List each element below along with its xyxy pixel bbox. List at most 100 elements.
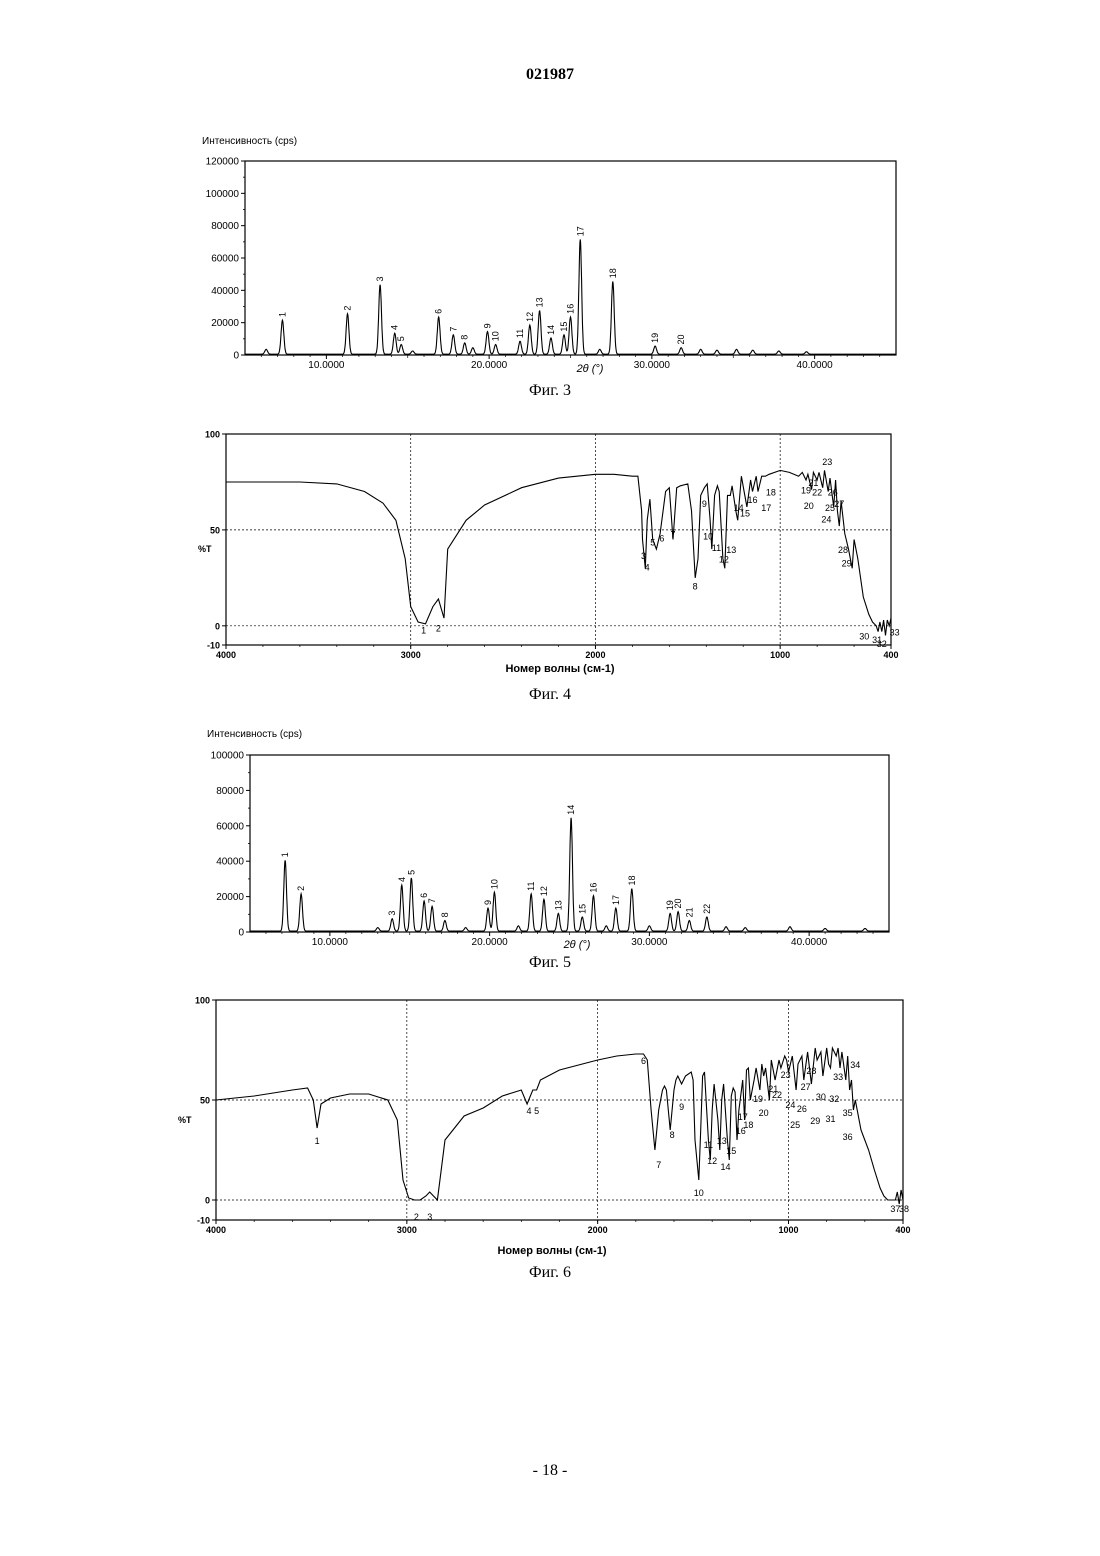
peak-label: 15	[726, 1146, 736, 1156]
peak-label: 17	[761, 503, 771, 513]
peak-label: 4	[390, 325, 400, 330]
x-tick-label: 400	[883, 650, 898, 660]
peak-label: 3	[375, 276, 385, 281]
peak-label: 28	[838, 545, 848, 555]
x-tick-label: 1000	[778, 1225, 798, 1235]
y-tick-label: 0	[215, 621, 220, 631]
peak-label: 1	[277, 312, 287, 317]
figure-3-x-axis-label: 2θ (°)	[576, 363, 604, 375]
y-tick-label: 20000	[216, 892, 244, 903]
x-tick-label: 40.0000	[791, 937, 828, 948]
peak-label: 4	[397, 877, 407, 882]
peak-label: 27	[801, 1082, 811, 1092]
peak-label: 6	[659, 534, 664, 544]
peak-label: 14	[566, 805, 576, 815]
peak-label: 3	[641, 551, 646, 561]
peak-label: 9	[702, 499, 707, 509]
peak-label: 16	[747, 495, 757, 505]
y-tick-label: 40000	[211, 286, 239, 297]
peak-label: 18	[743, 1120, 753, 1130]
peak-label: 10	[491, 331, 501, 341]
peak-label: 33	[890, 628, 900, 638]
peak-label: 9	[679, 1102, 684, 1112]
x-tick-label: 2000	[585, 650, 605, 660]
y-tick-label: 50	[200, 1096, 210, 1106]
peak-label: 23	[781, 1070, 791, 1080]
peak-label: 11	[712, 543, 721, 553]
peak-label: 22	[812, 488, 822, 498]
figure-5: 02000040000600008000010000010.000020.000…	[0, 722, 1100, 982]
x-tick-label: 1000	[770, 650, 790, 660]
x-tick-label: 30.0000	[631, 937, 668, 948]
peak-label: 20	[673, 899, 683, 909]
peak-label: 24	[785, 1100, 795, 1110]
peak-label: 30	[816, 1092, 826, 1102]
peak-label: 31	[825, 1114, 835, 1124]
peak-label: 26	[828, 488, 838, 498]
x-tick-label: 10.0000	[312, 937, 349, 948]
figure-4-caption: Фиг. 4	[0, 686, 1100, 704]
figure-6-x-axis-label: Номер волны (см-1)	[497, 1245, 606, 1257]
y-tick-label: 0	[205, 1196, 210, 1206]
peak-label: 12	[719, 555, 729, 565]
x-tick-label: 4000	[216, 650, 236, 660]
figure-3-caption: Фиг. 3	[0, 382, 1100, 400]
peak-label: 19	[753, 1094, 763, 1104]
x-tick-label: 20.0000	[471, 360, 508, 371]
peak-label: 5	[650, 537, 655, 547]
figure-3-xrd-chart: 02000040000600008000010000012000010.0000…	[0, 128, 1100, 378]
figure-4: -100501004000300020001000400123456789101…	[0, 426, 1100, 711]
peak-label: 18	[627, 876, 637, 886]
x-tick-label: 3000	[401, 650, 421, 660]
peak-label: 2	[343, 306, 353, 311]
peak-label: 7	[427, 898, 437, 903]
peak-label: 6	[641, 1056, 646, 1066]
peak-label: 9	[483, 900, 493, 905]
plot-frame	[226, 434, 891, 645]
peak-label: 19	[650, 333, 660, 343]
y-tick-label: -10	[207, 641, 220, 651]
peak-label: 14	[546, 325, 556, 335]
peak-label: 15	[577, 904, 587, 914]
peak-label: 2	[296, 886, 306, 891]
peak-label: 14	[721, 1162, 731, 1172]
figure-4-x-axis-label: Номер волны (см-1)	[505, 663, 614, 675]
x-tick-label: 30.0000	[634, 360, 671, 371]
x-tick-label: 4000	[206, 1225, 226, 1235]
peak-label: 12	[539, 886, 549, 896]
peak-label: 17	[611, 895, 621, 905]
peak-label: 8	[693, 582, 698, 592]
peak-label: 11	[515, 329, 525, 338]
peak-label: 12	[707, 1156, 717, 1166]
y-tick-label: 20000	[211, 318, 239, 329]
peak-label: 10	[703, 532, 713, 542]
peak-label: 12	[525, 312, 535, 322]
peak-label: 2	[414, 1212, 419, 1222]
y-tick-label: 120000	[206, 157, 240, 168]
peak-label: 38	[899, 1204, 909, 1214]
peak-label: 22	[702, 904, 712, 914]
peak-label: 1	[421, 626, 426, 636]
spectrum-line	[245, 239, 896, 354]
figure-6-ir-chart: -100501004000300020001000400123456789101…	[0, 992, 1100, 1262]
peak-label: 34	[850, 1060, 860, 1070]
x-tick-label: 3000	[397, 1225, 417, 1235]
y-tick-label: 60000	[216, 821, 244, 832]
document-number: 021987	[0, 66, 1100, 84]
peak-label: 8	[440, 912, 450, 917]
peak-label: 1	[280, 852, 290, 857]
peak-label: 25	[790, 1120, 800, 1130]
peak-label: 2	[436, 624, 441, 634]
figure-5-y-axis-label: Интенсивность (cps)	[207, 729, 302, 740]
peak-label: 11	[704, 1140, 713, 1150]
peak-label: 36	[843, 1132, 853, 1142]
peak-label: 15	[740, 509, 750, 519]
x-tick-label: 40.0000	[797, 360, 834, 371]
y-tick-label: 100000	[211, 751, 245, 762]
peak-label: 5	[534, 1106, 539, 1116]
figure-3: 02000040000600008000010000012000010.0000…	[0, 128, 1100, 408]
plot-frame	[245, 161, 896, 355]
peak-label: 28	[806, 1066, 816, 1076]
peak-label: 18	[766, 488, 776, 498]
figure-4-ir-chart: -100501004000300020001000400123456789101…	[0, 426, 1100, 681]
